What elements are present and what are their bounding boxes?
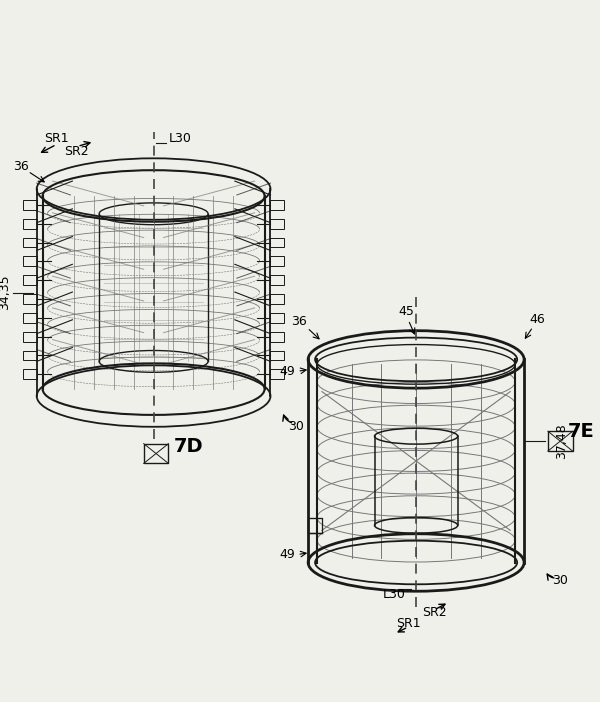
- Bar: [143, 444, 169, 463]
- Bar: [23, 369, 37, 379]
- Text: 49: 49: [280, 548, 295, 561]
- Text: L30: L30: [383, 588, 406, 601]
- Text: 30: 30: [552, 574, 568, 587]
- Text: 30: 30: [289, 420, 304, 433]
- Bar: [548, 431, 572, 451]
- Bar: [23, 237, 37, 248]
- Bar: [271, 200, 284, 210]
- Bar: [23, 256, 37, 266]
- Bar: [23, 313, 37, 323]
- Bar: [271, 369, 284, 379]
- Text: 36: 36: [292, 315, 307, 329]
- Bar: [23, 200, 37, 210]
- Text: 34,35: 34,35: [0, 274, 11, 310]
- Text: 7E: 7E: [568, 422, 595, 441]
- Bar: [23, 219, 37, 229]
- Text: 49: 49: [280, 365, 295, 378]
- Text: SR1: SR1: [396, 618, 421, 630]
- Bar: [23, 331, 37, 342]
- Bar: [271, 313, 284, 323]
- Bar: [23, 275, 37, 285]
- Text: SR2: SR2: [64, 145, 89, 158]
- Bar: [308, 518, 322, 533]
- Text: SR1: SR1: [44, 132, 69, 145]
- Text: 45: 45: [398, 305, 414, 319]
- Bar: [23, 350, 37, 360]
- Bar: [271, 256, 284, 266]
- Text: 46: 46: [529, 313, 545, 326]
- Bar: [271, 237, 284, 248]
- Bar: [271, 275, 284, 285]
- Text: 36: 36: [13, 160, 29, 173]
- Bar: [271, 331, 284, 342]
- Bar: [271, 219, 284, 229]
- Bar: [271, 350, 284, 360]
- Text: 7D: 7D: [173, 437, 203, 456]
- Text: L30: L30: [169, 132, 191, 145]
- Text: SR2: SR2: [422, 606, 446, 618]
- Bar: [23, 294, 37, 304]
- Text: 37,48: 37,48: [555, 423, 568, 459]
- Bar: [271, 294, 284, 304]
